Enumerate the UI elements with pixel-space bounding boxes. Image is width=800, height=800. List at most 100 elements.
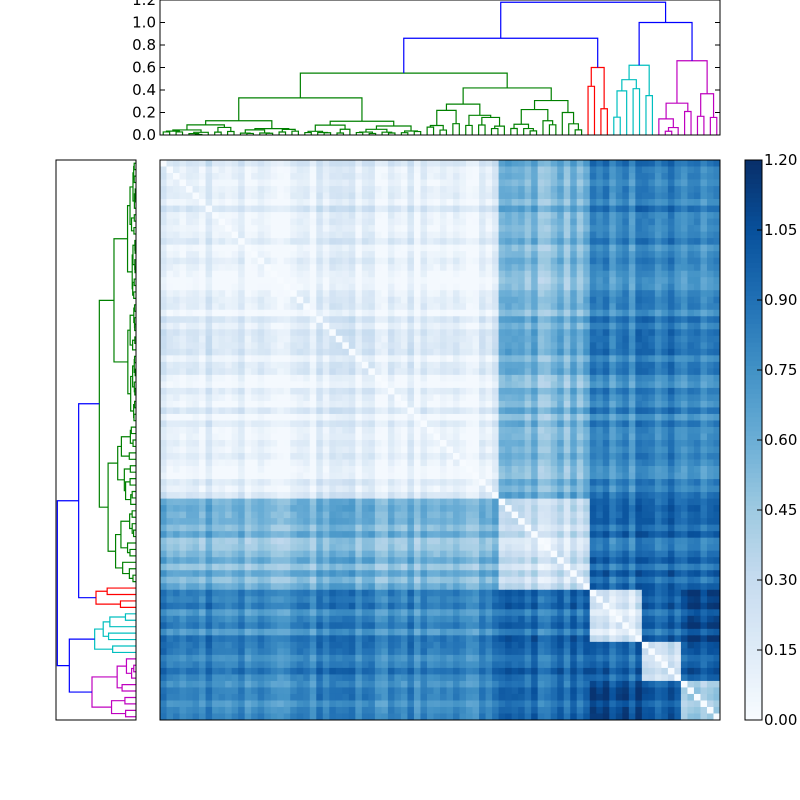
heatmap-cell	[440, 264, 447, 272]
heatmap-cell	[459, 374, 467, 382]
heatmap-cell	[244, 505, 252, 513]
heatmap-cell	[238, 420, 246, 428]
heatmap-cell	[257, 446, 265, 454]
heatmap-cell	[713, 244, 721, 252]
heatmap-cell	[355, 277, 363, 285]
heatmap-cell	[563, 361, 571, 369]
heatmap-cell	[205, 329, 213, 337]
heatmap-cell	[446, 225, 454, 233]
heatmap-cell	[205, 173, 213, 180]
heatmap-cell	[173, 160, 180, 167]
heatmap-cell	[648, 505, 656, 513]
heatmap-cell	[173, 238, 180, 246]
heatmap-cell	[368, 374, 376, 382]
heatmap-cell	[368, 348, 376, 356]
heatmap-cell	[479, 309, 486, 317]
heatmap-cell	[329, 231, 337, 239]
heatmap-cell	[615, 400, 623, 408]
heatmap-cell	[387, 472, 395, 480]
heatmap-cell	[368, 205, 376, 213]
heatmap-cell	[550, 400, 558, 408]
heatmap-cell	[335, 186, 343, 193]
heatmap-cell	[322, 322, 330, 330]
heatmap-cell	[680, 166, 688, 174]
heatmap-cell	[641, 277, 649, 285]
heatmap-cell	[400, 303, 408, 311]
heatmap-cell	[303, 251, 311, 259]
heatmap-cell	[368, 440, 376, 447]
heatmap-cell	[348, 290, 356, 298]
heatmap-cell	[531, 498, 539, 506]
heatmap-cell	[199, 238, 206, 246]
heatmap-cell	[413, 244, 421, 252]
heatmap-cell	[459, 160, 467, 167]
heatmap-cell	[342, 407, 350, 415]
heatmap-cell	[661, 466, 669, 473]
heatmap-cell	[166, 498, 174, 506]
heatmap-cell	[251, 342, 259, 350]
heatmap-cell	[420, 498, 428, 506]
heatmap-cell	[186, 433, 193, 441]
heatmap-cell	[706, 173, 714, 180]
heatmap-cell	[713, 199, 721, 206]
heatmap-cell	[400, 407, 408, 415]
heatmap-cell	[485, 433, 493, 441]
heatmap-cell	[498, 335, 506, 343]
heatmap-cell	[303, 361, 311, 369]
heatmap-cell	[550, 270, 558, 278]
heatmap-cell	[570, 466, 578, 473]
dendrogram-link	[131, 510, 136, 518]
heatmap-cell	[166, 277, 174, 285]
heatmap-cell	[244, 270, 252, 278]
heatmap-cell	[557, 479, 565, 486]
heatmap-cell	[615, 322, 623, 330]
heatmap-cell	[290, 479, 298, 486]
heatmap-cell	[166, 231, 174, 239]
heatmap-cell	[576, 225, 584, 233]
heatmap-cell	[186, 426, 193, 434]
heatmap-cell	[231, 173, 239, 180]
heatmap-cell	[225, 387, 233, 395]
heatmap-cell	[335, 173, 343, 180]
heatmap-cell	[446, 335, 454, 343]
heatmap-cell	[622, 179, 630, 187]
heatmap-cell	[583, 361, 591, 369]
heatmap-cell	[700, 251, 708, 259]
heatmap-cell	[303, 505, 311, 513]
heatmap-cell	[453, 160, 460, 167]
heatmap-cell	[550, 283, 558, 291]
heatmap-cell	[413, 316, 421, 324]
heatmap-cell	[218, 309, 226, 317]
heatmap-cell	[264, 212, 272, 219]
heatmap-cell	[277, 277, 285, 285]
heatmap-cell	[453, 348, 460, 356]
heatmap-cell	[466, 309, 473, 317]
heatmap-cell	[407, 446, 415, 454]
heatmap-cell	[453, 459, 460, 467]
heatmap-cell	[257, 238, 265, 246]
heatmap-cell	[244, 296, 252, 304]
heatmap-cell	[173, 426, 180, 434]
heatmap-cell	[381, 212, 389, 219]
heatmap-cell	[244, 257, 252, 265]
heatmap-cell	[661, 205, 669, 213]
heatmap-cell	[192, 173, 200, 180]
heatmap-cell	[316, 433, 324, 441]
heatmap-cell	[492, 440, 499, 447]
heatmap-cell	[609, 277, 617, 285]
heatmap-cell	[511, 459, 519, 467]
heatmap-cell	[322, 459, 330, 467]
heatmap-cell	[212, 179, 219, 187]
heatmap-cell	[433, 492, 441, 499]
heatmap-cell	[225, 166, 233, 174]
heatmap-cell	[654, 309, 662, 317]
heatmap-cell	[485, 179, 493, 187]
heatmap-cell	[700, 316, 708, 324]
heatmap-cell	[186, 387, 193, 395]
heatmap-cell	[290, 440, 298, 447]
heatmap-cell	[706, 238, 714, 246]
heatmap-cell	[342, 420, 350, 428]
heatmap-cell	[348, 472, 356, 480]
heatmap-cell	[440, 218, 447, 226]
heatmap-cell	[687, 453, 695, 460]
